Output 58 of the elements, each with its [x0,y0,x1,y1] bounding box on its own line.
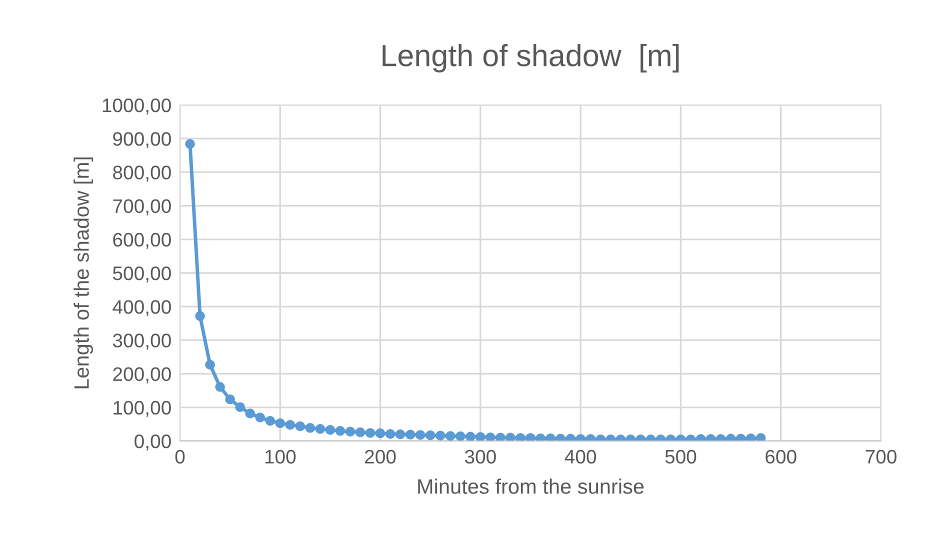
y-tick-label: 800,00 [113,166,171,182]
point [255,412,265,422]
point [225,394,235,404]
point [526,433,536,441]
point [476,432,486,441]
y-axis-title: Length of the shadow [m] [74,158,94,388]
x-tick-label: 0 [175,450,185,464]
x-tick-label: 500 [665,450,696,464]
point [425,430,436,440]
y-tick-label: 700,00 [113,199,171,216]
point [205,360,215,370]
point [456,431,466,441]
y-tick-label: 0,00 [134,434,171,451]
x-axis-title: Minutes from the sunrise [418,478,644,494]
point [415,430,426,440]
y-tick-label: 600,00 [113,232,171,249]
x-tick-label: 200 [365,450,396,464]
y-tick-label: 200,00 [113,367,171,384]
y-tick-label: 100,00 [114,400,171,417]
x-tick-label: 400 [564,450,596,464]
point [245,408,255,418]
point [385,429,396,439]
y-tick-label: 400,00 [112,300,171,316]
point [235,402,245,412]
x-tick-label: 300 [464,450,496,464]
point [195,311,205,321]
y-tick-label: 300,00 [112,334,171,350]
point [215,382,225,392]
point [496,432,506,441]
point [506,432,516,441]
point [436,430,446,440]
point [355,427,366,438]
point [185,139,195,149]
point [325,425,336,435]
point [265,416,275,426]
point [295,421,306,432]
y-tick-label: 900,00 [113,132,171,148]
chart-title: Length of shadow [m] [382,44,679,72]
point [275,418,286,428]
point [395,429,406,440]
point [285,420,296,430]
point [486,432,496,441]
point [315,424,326,434]
x-tick-label: 100 [265,450,296,464]
point [345,426,356,436]
y-tick-label: 500,00 [112,266,171,283]
x-tick-label: 600 [766,450,796,464]
x-tick-label: 700 [866,450,896,464]
point [756,433,766,441]
point [335,426,346,436]
point [305,423,316,433]
point [375,428,386,438]
point [516,433,526,441]
point [446,431,456,441]
point [466,432,476,441]
point [405,430,416,440]
y-tick-label: 1000,00 [102,98,171,115]
point [365,428,376,438]
